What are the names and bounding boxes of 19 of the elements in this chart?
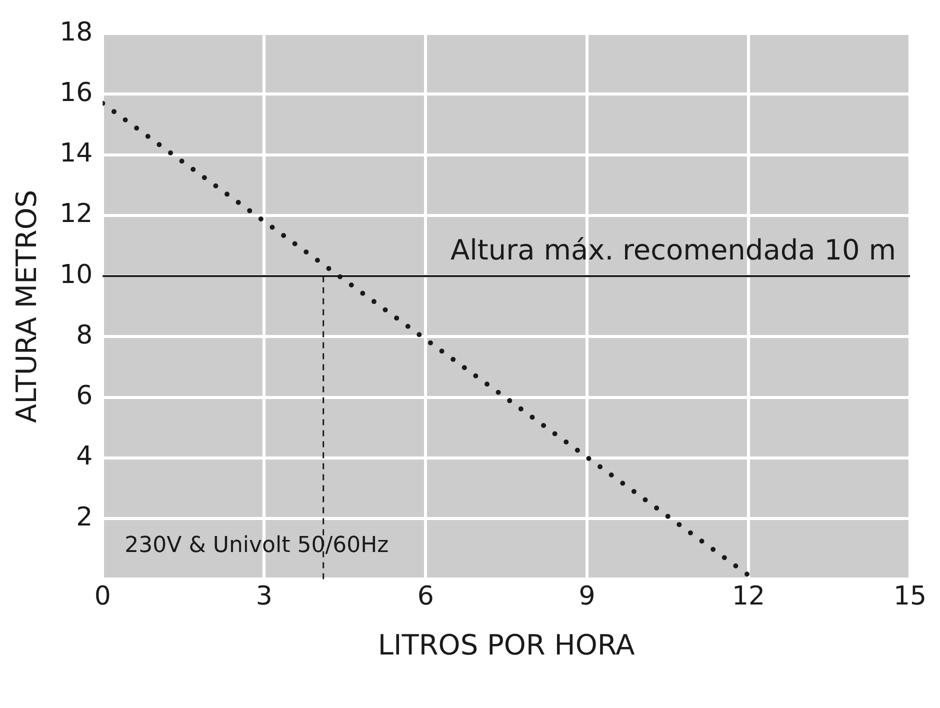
y-tick-label: 12 (60, 199, 93, 230)
annotation: 230V & Univolt 50/60Hz (124, 532, 389, 558)
y-tick-label: 14 (60, 138, 93, 169)
y-tick-label: 18 (60, 17, 93, 48)
x-tick-label: 3 (256, 582, 272, 612)
x-tick-label: 0 (94, 582, 111, 612)
x-axis-title: LITROS POR HORA (378, 628, 635, 662)
y-tick-label: 6 (76, 381, 93, 412)
x-tick-label: 12 (732, 582, 766, 612)
x-tick-label: 6 (417, 582, 434, 612)
y-axis-title: ALTURA METROS (10, 190, 44, 423)
y-tick-label: 4 (76, 442, 93, 472)
x-tick-label: 15 (893, 582, 927, 612)
x-tick-label: 9 (578, 582, 596, 612)
y-tick-label: 10 (60, 260, 93, 290)
ref-line-label: Altura máx. recomendada 10 m (450, 233, 896, 266)
y-tick-label: 8 (76, 320, 93, 350)
y-tick-label: 16 (60, 78, 93, 108)
y-tick-label: 2 (76, 502, 93, 532)
